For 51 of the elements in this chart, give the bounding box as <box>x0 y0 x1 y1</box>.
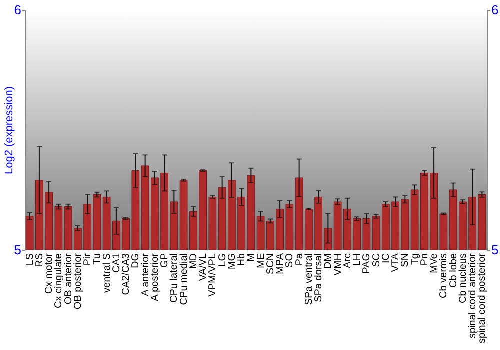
x-tick-label: RS <box>34 253 46 268</box>
x-tick-label: VMH <box>332 254 344 276</box>
x-tick-label: GP <box>160 253 171 268</box>
x-tick-label: SPa dorsal <box>314 254 325 302</box>
x-tick-label: SC <box>371 254 382 268</box>
x-tick-label: OB posterior <box>72 252 84 310</box>
x-tick-label: MD <box>188 254 200 270</box>
x-tick-label: MVe <box>429 253 440 274</box>
x-tick-label: LS <box>24 253 36 266</box>
x-tick-label: SN <box>400 254 412 268</box>
x-tick-label: SO <box>284 253 296 268</box>
x-tick-label: A anterior <box>140 252 152 296</box>
x-tick-label: spinal cord posterior <box>477 252 488 344</box>
y2-tick-label: 5 <box>492 242 499 258</box>
x-tick-label: DM <box>323 254 334 270</box>
x-tick-label: Pa <box>294 253 306 266</box>
x-tick-label: SPa ventral <box>304 254 315 306</box>
x-tick-label: Pir <box>82 252 94 266</box>
x-tick-label: MG <box>226 253 238 270</box>
x-tick-label: Arc <box>342 254 354 268</box>
x-tick-label: Hb <box>236 253 248 266</box>
x-tick-label: Cx motor <box>44 252 56 294</box>
x-tick-label: spinal cord anterior <box>468 252 479 339</box>
x-tick-label: Tg <box>410 254 421 266</box>
y2-tick-label: 6 <box>492 2 499 18</box>
x-tick-label: A posterior <box>150 252 161 302</box>
y-axis-title: Log2 (expression) <box>3 86 16 175</box>
x-tick-label: VA/VL <box>198 253 210 282</box>
x-tick-label: Pn <box>419 254 430 266</box>
x-tick-label: DG <box>130 253 142 268</box>
x-tick-label: SCN <box>265 254 276 275</box>
x-tick-label: ME <box>256 253 267 268</box>
x-tick-label: CA2/CA3 <box>121 253 132 296</box>
x-tick-label: Cx cingulate <box>54 253 65 309</box>
x-tick-label: CPu lateral <box>169 254 180 303</box>
x-tick-label: Cb vermis <box>438 254 450 299</box>
x-tick-label: Cb nucleus <box>458 254 469 304</box>
x-tick-label: M <box>246 254 258 262</box>
x-tick-label: ventral S <box>102 253 113 293</box>
x-tick-label: Tu <box>92 254 104 265</box>
x-tick-label: Cb lobe <box>448 253 460 288</box>
x-tick-label: VTA <box>390 253 402 272</box>
x-tick-label: CPu medial <box>178 254 190 306</box>
x-tick-label: PAG <box>362 253 373 274</box>
x-tick-label: LH <box>352 254 364 266</box>
x-tick-label: LG <box>217 253 228 267</box>
x-tick-label: CA1 <box>111 253 122 273</box>
x-tick-label: MPA <box>275 253 286 274</box>
x-tick-label: IC <box>380 254 392 264</box>
x-tick-label: VPM/VPL <box>208 253 219 297</box>
x-tick-label: OB anterior <box>63 252 74 305</box>
